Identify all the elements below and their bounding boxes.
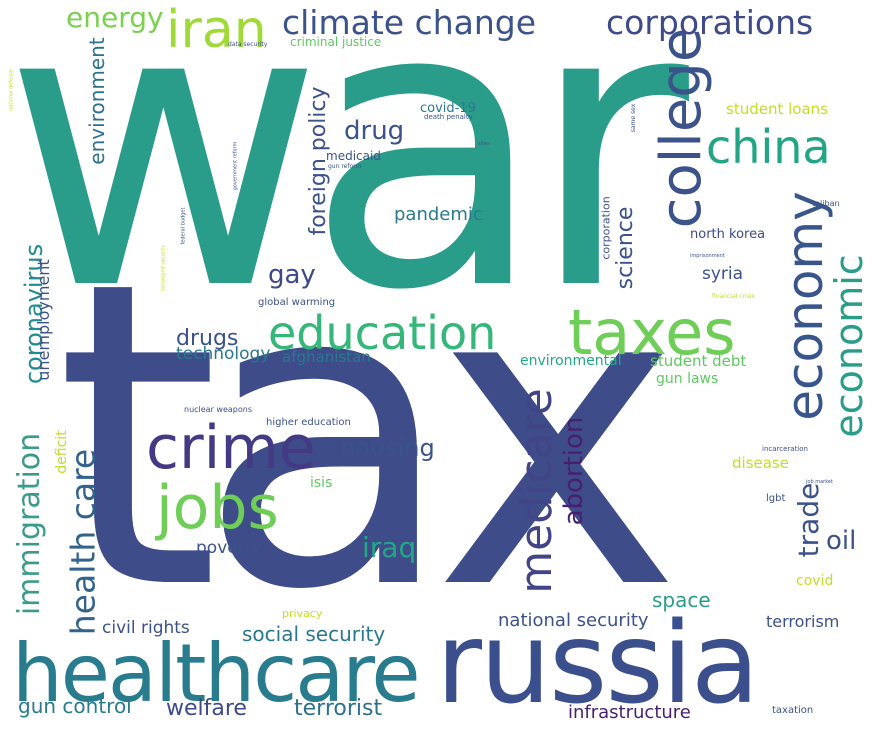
- word-taxes: taxes: [568, 296, 736, 369]
- word-isis: isis: [310, 475, 333, 491]
- word-social-security: social security: [242, 622, 386, 646]
- word-welfare: welfare: [166, 696, 247, 721]
- word-terrorist: terrorist: [294, 696, 383, 721]
- word-privacy: privacy: [282, 607, 323, 620]
- word-homeland-security: homeland security: [160, 244, 167, 292]
- word-housing: housing: [340, 434, 435, 462]
- word-civil-rights: civil rights: [102, 618, 190, 638]
- word-gay: gay: [268, 260, 316, 290]
- word-education: education: [268, 306, 497, 360]
- word-covid-19: covid-19: [420, 101, 476, 116]
- word-medicaid: medicaid: [326, 149, 381, 163]
- word-job-market: job market: [806, 479, 833, 485]
- word-russia: russia: [436, 599, 759, 729]
- word-sites: sites: [478, 141, 490, 147]
- word-disease: disease: [732, 454, 789, 472]
- word-pandemic: pandemic: [394, 204, 483, 225]
- word-nuclear-weapons: nuclear weapons: [184, 405, 252, 414]
- word-crime: crime: [146, 413, 316, 483]
- word-same-sex: same sex: [630, 103, 637, 133]
- word-financial-crisis: financial crisis: [712, 293, 755, 300]
- word-gun-laws: gun laws: [656, 371, 719, 387]
- word-incarceration: incarceration: [762, 445, 808, 453]
- word-energy: energy: [66, 1, 164, 34]
- word-deficit: deficit: [54, 430, 70, 474]
- word-iraq: iraq: [362, 531, 417, 564]
- word-imprisonment: imprisonment: [690, 253, 725, 259]
- word-federal-budget: federal budget: [180, 207, 187, 245]
- word-covid: covid: [796, 573, 834, 589]
- word-jobs: jobs: [156, 473, 279, 543]
- word-national-security: national security: [498, 610, 649, 631]
- word-immigration: immigration: [12, 432, 47, 616]
- word-war: war: [3, 0, 689, 376]
- word-taliban: taliban: [812, 199, 840, 208]
- word-lgbt: lgbt: [766, 493, 786, 504]
- word-gun-reform: gun reform: [328, 163, 362, 170]
- word-afghanistan: afghanistan: [282, 348, 371, 366]
- word-student-loans: student loans: [726, 100, 828, 118]
- word-data-security: data security: [228, 41, 268, 48]
- word-healthcare: healthcare: [12, 627, 421, 720]
- word-tax: tax: [55, 193, 682, 682]
- word-global-warming: global warming: [258, 297, 336, 308]
- word-infrastructure: infrastructure: [568, 702, 691, 723]
- word-health-care: health care: [63, 448, 103, 636]
- word-criminal-justice: criminal justice: [290, 35, 382, 49]
- word-college: college: [649, 27, 714, 229]
- word-north-korea: north korea: [690, 227, 766, 242]
- word-economic: economic: [827, 254, 871, 438]
- word-drugs: drugs: [176, 326, 239, 351]
- word-taxation: taxation: [772, 705, 814, 716]
- word-gun-control: gun control: [18, 694, 132, 718]
- word-drug: drug: [344, 116, 405, 146]
- word-higher-education: higher education: [266, 417, 351, 428]
- word-corporations: corporations: [606, 3, 814, 42]
- word-space: space: [652, 588, 711, 612]
- word-medicare: medicare: [511, 388, 562, 594]
- word-science: science: [613, 206, 638, 290]
- word-iran: iran: [166, 0, 267, 60]
- word-oil: oil: [826, 526, 857, 556]
- word-environmental: environmental: [520, 353, 622, 369]
- word-syria: syria: [702, 264, 744, 284]
- word-climate-change: climate change: [282, 3, 537, 42]
- word-environment: environment: [85, 37, 109, 165]
- word-corporation: corporation: [599, 196, 613, 260]
- word-government-reform: government reform: [232, 141, 239, 191]
- word-terrorism: terrorism: [766, 612, 840, 631]
- word-unemployment: unemployment: [34, 259, 53, 381]
- word-abortion: abortion: [559, 416, 589, 526]
- word-poverty: poverty: [196, 538, 262, 558]
- word-student-debt: student debt: [650, 352, 747, 370]
- word-technology: technology: [176, 344, 271, 364]
- word-national-defense: national defense: [8, 69, 15, 111]
- word-china: china: [706, 120, 831, 174]
- word-trade: trade: [792, 482, 825, 558]
- word-economy: economy: [776, 191, 834, 421]
- word-death-penalty: death penalty: [424, 113, 473, 121]
